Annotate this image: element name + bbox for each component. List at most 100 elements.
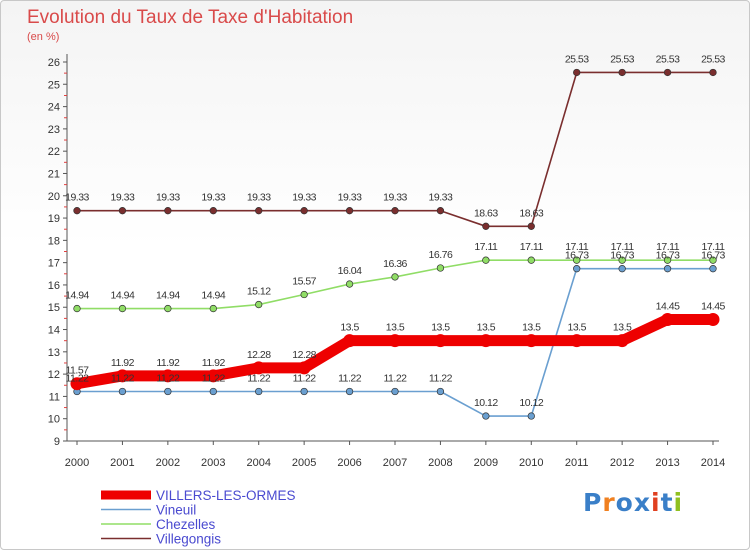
y-tick-label: 12 [48, 369, 60, 381]
data-label: 14.94 [111, 290, 135, 302]
data-label: 11.92 [156, 357, 180, 369]
data-point [391, 387, 399, 396]
legend-label-2: Chezelles [156, 517, 216, 532]
data-point [482, 412, 490, 420]
data-point [706, 312, 720, 326]
data-point [343, 334, 357, 348]
data-point [573, 265, 581, 273]
y-tick-label: 23 [48, 124, 60, 136]
data-point [391, 207, 399, 215]
y-tick-label: 14 [48, 325, 60, 337]
data-label: 12.28 [247, 349, 271, 361]
data-point [255, 387, 263, 396]
data-point [164, 207, 172, 215]
x-tick-label: 2000 [65, 457, 89, 469]
data-label: 19.33 [111, 192, 135, 204]
data-point [618, 265, 626, 273]
data-label: 16.73 [701, 250, 725, 262]
x-tick-label: 2011 [565, 457, 589, 469]
data-label: 12.28 [292, 349, 316, 361]
data-labels: 19.33 19.33 19.33 19.33 19.33 19.33 19.33 19.33… [65, 53, 726, 409]
data-point [709, 265, 717, 273]
data-point [436, 264, 445, 272]
logo-letter: o [615, 488, 634, 517]
proxiti-logo: Proxiti [583, 488, 683, 517]
data-point [164, 304, 172, 313]
data-label: 16.73 [565, 250, 589, 262]
data-label: 15.12 [247, 286, 271, 298]
data-point [345, 280, 354, 288]
data-label: 17.11 [656, 241, 680, 253]
logo-letter: r [602, 488, 616, 517]
y-tick-label: 24 [48, 102, 60, 114]
data-point [73, 207, 81, 215]
data-label: 18.63 [519, 207, 543, 219]
data-label: 13.5 [477, 322, 496, 334]
data-point [164, 387, 172, 396]
data-point [118, 207, 127, 215]
data-label: 16.73 [656, 250, 680, 262]
data-label: 14.94 [201, 290, 225, 302]
data-point [479, 334, 493, 348]
data-label: 11.22 [111, 373, 135, 385]
data-point [209, 207, 217, 215]
data-point [709, 68, 717, 77]
data-point [209, 387, 217, 396]
y-tick-label: 25 [48, 79, 60, 91]
chart-title: Evolution du Taux de Taxe d'Habitation [27, 7, 354, 28]
data-point [209, 304, 217, 313]
y-tick-label: 19 [48, 213, 60, 225]
data-point [524, 334, 538, 348]
data-point [297, 361, 311, 375]
data-label: 11.22 [293, 373, 317, 385]
x-tick-label: 2012 [610, 457, 634, 469]
data-point [527, 412, 535, 420]
data-label: 19.33 [156, 192, 180, 204]
x-tick-label: 2006 [337, 457, 361, 469]
data-label: 17.11 [702, 241, 726, 253]
data-label: 13.5 [386, 322, 405, 334]
legend-label-1: Vineuil [156, 503, 196, 518]
data-point [663, 256, 672, 264]
data-label: 11.57 [66, 365, 90, 377]
y-tick-label: 13 [48, 347, 60, 359]
x-tick-label: 2003 [201, 457, 225, 469]
y-tick-label: 18 [48, 235, 60, 247]
legend-label-0: VILLERS-LES-ORMES [156, 488, 296, 503]
x-tick-label: 2013 [655, 457, 679, 469]
legend: VILLERS-LES-ORMESVineuilChezellesVillego… [101, 488, 296, 547]
data-point [436, 387, 445, 396]
data-point [482, 256, 490, 264]
data-label: 19.33 [292, 192, 316, 204]
data-point [300, 387, 308, 396]
data-point [618, 256, 626, 264]
data-point [345, 207, 354, 215]
chart-subtitle: (en %) [27, 31, 60, 43]
x-tick-label: 2001 [110, 457, 134, 469]
data-label: 14.45 [656, 300, 680, 312]
x-tick-label: 2010 [519, 457, 543, 469]
data-label: 11.22 [429, 373, 453, 385]
data-point [252, 361, 266, 375]
logo-letter: i [673, 488, 684, 517]
data-label: 11.22 [338, 373, 362, 385]
data-point [118, 304, 127, 313]
data-label: 16.04 [338, 265, 362, 277]
data-label: 14.45 [701, 300, 725, 312]
data-label: 17.11 [611, 241, 635, 253]
y-tick-label: 17 [48, 258, 60, 270]
data-label: 19.33 [65, 192, 89, 204]
data-point [300, 290, 308, 299]
data-label: 13.5 [567, 322, 586, 334]
data-point [661, 312, 675, 326]
data-label: 15.57 [292, 276, 316, 288]
data-label: 13.5 [431, 322, 450, 334]
data-point [255, 207, 263, 215]
data-label: 17.11 [520, 241, 544, 253]
data-label: 19.33 [429, 192, 453, 204]
data-point [663, 68, 672, 77]
data-point [73, 304, 81, 313]
x-tick-label: 2008 [428, 457, 452, 469]
data-label: 10.12 [519, 397, 543, 409]
data-point [436, 207, 445, 215]
